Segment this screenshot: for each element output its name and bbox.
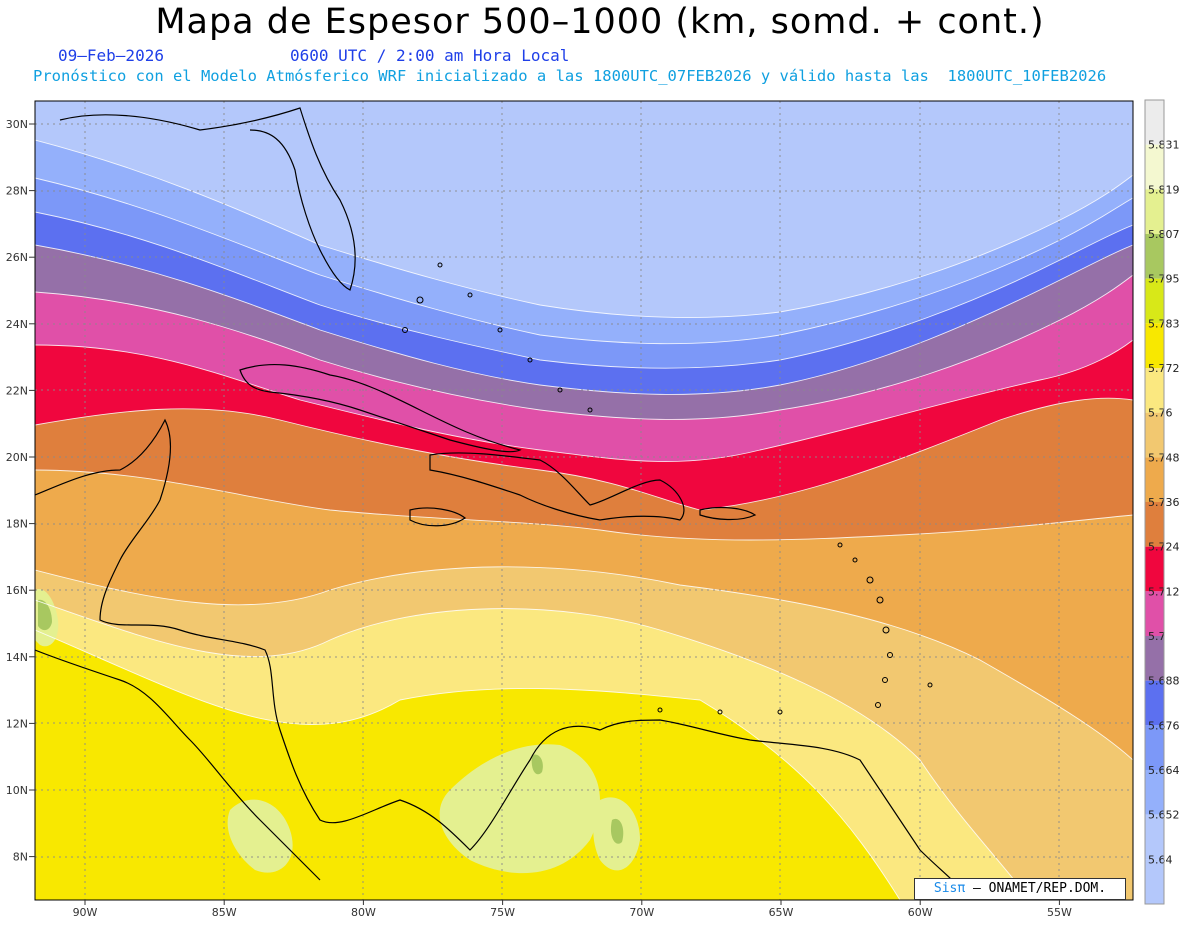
hispaniola-coast	[429, 452, 685, 521]
colorbar-swatch	[1145, 234, 1164, 279]
florida-coast	[59, 107, 356, 291]
colorbar-swatch	[1145, 278, 1164, 324]
lat-label: 14N	[6, 651, 28, 664]
lon-label: 80W	[351, 906, 376, 919]
lat-label: 20N	[6, 451, 28, 464]
colorbar-swatch	[1145, 502, 1164, 547]
lat-label: 24N	[6, 318, 28, 331]
jamaica-coast	[409, 507, 467, 527]
dark-green-patch-mexico	[38, 599, 52, 631]
colorbar-swatch	[1145, 368, 1164, 413]
gridlines	[35, 101, 1133, 900]
lon-label: 85W	[212, 906, 237, 919]
forecast-time: 0600 UTC / 2:00 am Hora Local	[290, 46, 570, 65]
lon-label: 60W	[908, 906, 933, 919]
credit-box: Sisπ – ONAMET/REP.DOM.	[914, 878, 1126, 900]
filled-contours	[35, 101, 1133, 900]
colorbar-swatch	[1145, 100, 1164, 145]
colorbar-swatch	[1145, 323, 1164, 368]
forecast-date: 09–Feb–2026	[58, 46, 164, 65]
colorbar-swatch	[1145, 412, 1164, 458]
lat-label: 28N	[6, 185, 28, 198]
lat-label: 18N	[6, 518, 28, 531]
puerto-rico-coast	[699, 506, 757, 521]
contour-lines	[35, 139, 1133, 900]
pacific-coast	[35, 649, 321, 881]
dark-green-patch-1	[531, 754, 543, 775]
islands	[402, 262, 933, 715]
lat-label: 16N	[6, 584, 28, 597]
dark-green-patch-2	[610, 818, 624, 844]
lon-label: 90W	[73, 906, 98, 919]
latitude-labels: 30N 28N 26N 24N 22N 20N 18N 16N 14N 12N 10N 8N	[6, 118, 35, 864]
colorbar-swatch	[1145, 814, 1164, 860]
colorbar: 5.8315.8195.8075.7955.7835.7725.765.7485…	[1144, 99, 1180, 905]
lat-label: 22N	[6, 384, 28, 397]
colorbar-swatch	[1145, 680, 1164, 726]
colorbar-label: 5.64	[1148, 853, 1173, 866]
sispi-logo: Sisπ	[933, 881, 966, 896]
lat-label: 12N	[6, 717, 28, 730]
mainland-coast	[35, 418, 971, 900]
lat-label: 10N	[6, 784, 28, 797]
green-patch-panama	[227, 799, 293, 873]
colorbar-swatch	[1145, 144, 1164, 190]
colorbar-swatch	[1145, 189, 1164, 234]
colorbar-label: 5.7	[1148, 630, 1166, 643]
colorbar-swatch	[1145, 591, 1164, 636]
green-patch-colombia	[439, 744, 600, 874]
colorbar-swatch	[1145, 457, 1164, 502]
colorbar-frame	[1144, 99, 1165, 905]
colorbar-label: 5.76	[1148, 407, 1173, 420]
forecast-description: Pronóstico con el Modelo Atmósferico WRF…	[33, 67, 1107, 85]
colorbar-swatch	[1145, 636, 1164, 681]
colorbar-swatch	[1145, 546, 1164, 592]
band-5640	[35, 101, 1133, 318]
map-frame	[34, 100, 1134, 901]
lon-label: 70W	[629, 906, 654, 919]
colorbar-swatch	[1145, 770, 1164, 815]
coastlines	[35, 107, 971, 900]
map-title: Mapa de Espesor 500–1000 (km, somd. + co…	[155, 2, 1045, 42]
longitude-labels: 90W 85W 80W 75W 70W 65W 60W 55W	[73, 900, 1072, 919]
credit-text: – ONAMET/REP.DOM.	[973, 881, 1107, 896]
lon-label: 65W	[769, 906, 794, 919]
lon-label: 75W	[490, 906, 515, 919]
lat-label: 30N	[6, 118, 28, 131]
colorbar-swatch	[1145, 859, 1164, 904]
cuba-coast	[239, 363, 522, 453]
lon-label: 55W	[1047, 906, 1072, 919]
lat-label: 8N	[13, 851, 28, 864]
lat-label: 26N	[6, 251, 28, 264]
colorbar-swatch	[1145, 725, 1164, 770]
